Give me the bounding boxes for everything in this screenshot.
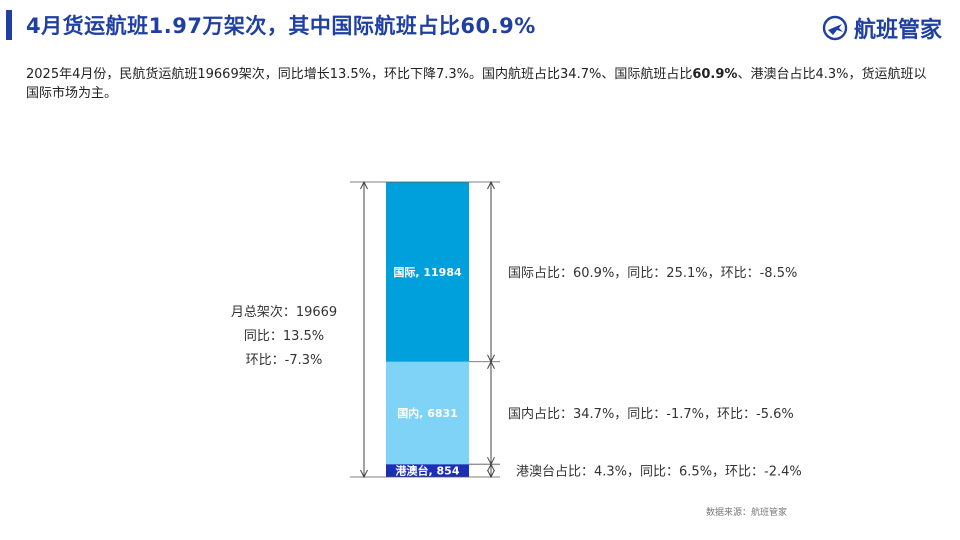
total-note-2: 环比：-7.3% <box>246 353 323 368</box>
title-accent-bar <box>6 10 12 40</box>
bar-label-0: 港澳台, 854 <box>396 464 460 478</box>
segment-arrow-1 <box>487 360 495 466</box>
segment-note-1: 国内占比：34.7%，同比：-1.7%，环比：-5.6% <box>508 406 794 422</box>
description-highlight: 60.9% <box>692 67 738 82</box>
bar-segment-2[interactable] <box>386 182 469 362</box>
bar-segment-1[interactable] <box>386 361 469 465</box>
total-note-0: 月总架次：19669 <box>231 304 337 320</box>
plane-logo-icon <box>822 15 848 41</box>
page-title: 4月货运航班1.97万架次，其中国际航班占比60.9% <box>26 14 536 38</box>
data-source: 数据来源：航班管家 <box>706 508 788 518</box>
brand-logo: 航班管家 <box>822 12 942 44</box>
brand-name: 航班管家 <box>853 18 942 43</box>
description-text-1: 2025年4月份，民航货运航班19669架次，同比增长13.5%，环比下降7.3… <box>26 67 693 82</box>
segment-arrow-2 <box>487 180 495 363</box>
segment-note-0: 港澳台占比：4.3%，同比：6.5%，环比：-2.4% <box>516 464 802 480</box>
total-note-1: 同比：13.5% <box>244 329 324 344</box>
segment-arrow-0 <box>487 463 495 479</box>
segment-note-2: 国际占比：60.9%，同比：25.1%，环比：-8.5% <box>508 266 797 281</box>
bar-label-1: 国内, 6831 <box>397 406 458 420</box>
bar-segment-0[interactable] <box>386 464 469 477</box>
total-arrow <box>360 180 368 479</box>
chart-description: 2025年4月份，民航货运航班19669架次，同比增长13.5%，环比下降7.3… <box>26 65 936 103</box>
bar-label-2: 国际, 11984 <box>393 265 462 279</box>
description-text-2: 、港澳台占比4.3%，货运航班以国际市场为主。 <box>26 67 927 101</box>
